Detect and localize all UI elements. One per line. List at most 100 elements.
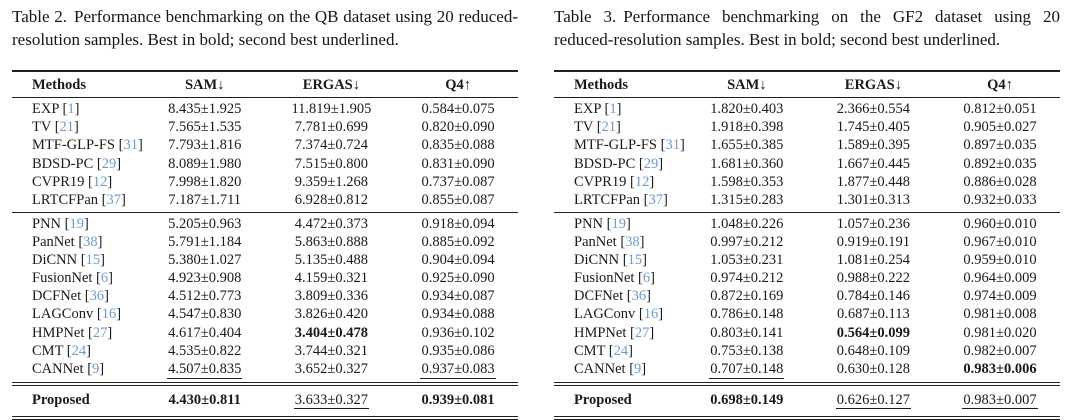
citation-link[interactable]: 19	[69, 215, 84, 232]
header-row: Methods SAM↓ ERGAS↓ Q4↑	[554, 71, 1060, 98]
citation-link[interactable]: 27	[634, 324, 650, 341]
q4-value-cell: 0.835±0.088	[398, 137, 518, 155]
q4-value-cell: 0.812±0.051	[940, 98, 1060, 119]
method-name: EXP	[32, 101, 59, 117]
metric-value: 1.877±0.448	[836, 173, 910, 190]
metric-value: 0.919±0.191	[836, 233, 910, 250]
citation-link[interactable]: 31	[665, 137, 680, 154]
table-row: PNN [19] 5.205±0.963 4.472±0.373 0.918±0.09…	[12, 212, 518, 233]
citation-link[interactable]: 27	[92, 324, 108, 341]
table-row: DiCNN [15] 1.053±0.231 1.081±0.254 0.959±0.…	[554, 251, 1060, 269]
table-row: DCFNet [36] 4.512±0.773 3.809±0.336 0.934±0…	[12, 287, 518, 305]
citation-link[interactable]: 36	[89, 288, 105, 305]
citation-link[interactable]: 15	[85, 251, 101, 268]
citation-link[interactable]: 31	[123, 137, 138, 154]
method-cell: CVPR19 [12]	[32, 173, 113, 190]
table-row: TV [21] 7.565±1.535 7.781±0.699 0.820±0.090	[12, 118, 518, 136]
sam-value-cell: 8.435±1.925	[145, 98, 265, 119]
table-row: PNN [19] 1.048±0.226 1.057±0.236 0.960±0.01…	[554, 212, 1060, 233]
method-cell: CVPR19 [12]	[574, 173, 655, 190]
metric-value: 4.617±0.404	[168, 324, 242, 341]
method-name: FusionNet	[574, 270, 635, 287]
citation-link[interactable]: 1	[67, 101, 75, 117]
citation-link[interactable]: 21	[601, 119, 617, 136]
sam-value-cell: 4.507±0.835	[145, 360, 265, 383]
metric-value: 0.904±0.094	[421, 251, 495, 268]
method-cell: DCFNet [36]	[32, 288, 109, 305]
metric-value: 1.655±0.385	[710, 137, 784, 154]
citation-link[interactable]: 9	[634, 361, 642, 378]
table-row: CMT [24] 0.753±0.138 0.648±0.109 0.982±0.00…	[554, 342, 1060, 360]
benchmark-table: Methods SAM↓ ERGAS↓ Q4↑ EXP [1] 1.820±0.403 2.…	[554, 70, 1060, 420]
caption-text: Performance benchmarking on the QB datas…	[12, 7, 518, 49]
sam-value-cell: 1.598±0.353	[687, 173, 807, 191]
q4-value-cell: 0.937±0.083	[398, 360, 518, 383]
method-name: MTF-GLP-FS	[574, 137, 657, 154]
column-header-ergas: ERGAS↓	[302, 77, 360, 93]
metric-value: 0.564±0.099	[836, 324, 910, 341]
sam-value-cell: 4.617±0.404	[145, 324, 265, 342]
citation-link[interactable]: 21	[59, 119, 75, 136]
metric-value: 0.885±0.092	[421, 233, 495, 250]
citation-link[interactable]: 38	[83, 233, 98, 250]
table-row: HMPNet [27] 0.803±0.141 0.564±0.099 0.981±0…	[554, 324, 1060, 342]
benchmark-table: Methods SAM↓ ERGAS↓ Q4↑ EXP [1] 8.435±1.925 11…	[12, 70, 518, 420]
citation-link[interactable]: 38	[625, 233, 640, 250]
method-cell: DiCNN [15]	[574, 251, 647, 268]
citation-link[interactable]: 12	[634, 173, 650, 190]
metric-value: 5.205±0.963	[168, 215, 242, 232]
metric-value: 1.057±0.236	[836, 215, 910, 232]
citation-link[interactable]: 24	[613, 342, 629, 359]
method-name: DCFNet	[32, 288, 82, 305]
citation-link[interactable]: 29	[643, 155, 659, 172]
sam-value-cell: 5.380±1.027	[145, 251, 265, 269]
sam-value-cell: 4.535±0.822	[145, 342, 265, 360]
method-name: FusionNet	[32, 270, 93, 287]
sam-value-cell: 0.974±0.212	[687, 269, 807, 287]
table-row: CVPR19 [12] 1.598±0.353 1.877±0.448 0.886±0…	[554, 173, 1060, 191]
sam-value-cell: 1.048±0.226	[687, 212, 807, 233]
ergas-value-cell: 7.374±0.724	[265, 137, 399, 155]
sam-value-cell: 1.820±0.403	[687, 98, 807, 119]
citation-link[interactable]: 15	[627, 251, 643, 268]
citation-link[interactable]: 29	[101, 155, 117, 172]
method-cell: CANNet [9]	[32, 361, 105, 378]
method-name: CVPR19	[32, 173, 85, 190]
citation-link[interactable]: 9	[92, 361, 100, 378]
metric-value: 0.812±0.051	[963, 101, 1037, 117]
method-cell: FusionNet [6]	[574, 270, 655, 287]
citation-link[interactable]: 16	[643, 306, 659, 323]
table-row: HMPNet [27] 4.617±0.404 3.404±0.478 0.936±0…	[12, 324, 518, 342]
citation-link[interactable]: 1	[609, 101, 617, 117]
citation-link[interactable]: 12	[92, 173, 108, 190]
q4-value-cell: 0.959±0.010	[940, 251, 1060, 269]
citation-link[interactable]: 16	[101, 306, 117, 323]
method-cell: TV [21]	[32, 119, 79, 136]
metric-value: 1.598±0.353	[710, 173, 784, 190]
table-row: DCFNet [36] 0.872±0.169 0.784±0.146 0.974±0…	[554, 287, 1060, 305]
ergas-value-cell: 1.877±0.448	[807, 173, 940, 191]
metric-value: 0.886±0.028	[963, 173, 1037, 190]
citation-link[interactable]: 24	[71, 342, 87, 359]
citation-link[interactable]: 37	[648, 191, 663, 208]
method-name: PanNet	[32, 233, 75, 250]
method-cell: EXP [1]	[574, 101, 622, 117]
citation-link[interactable]: 6	[642, 270, 651, 287]
metric-value: 0.997±0.212	[710, 233, 784, 250]
metric-value: 0.831±0.090	[421, 155, 495, 172]
citation-link[interactable]: 37	[106, 191, 121, 208]
metric-value: 0.936±0.102	[421, 324, 495, 341]
table-row: EXP [1] 8.435±1.925 11.819±1.905 0.584±0.07…	[12, 98, 518, 119]
sam-value-cell: 8.089±1.980	[145, 155, 265, 173]
citation-link[interactable]: 19	[611, 215, 626, 232]
method-cell: LRTCFPan [37]	[32, 191, 126, 208]
citation-link[interactable]: 36	[631, 288, 647, 305]
method-cell: BDSD-PC [29]	[32, 155, 122, 172]
citation-link[interactable]: 6	[100, 270, 109, 287]
sam-value-cell: 4.547±0.830	[145, 306, 265, 324]
proposed-group: Proposed 0.698±0.149 0.626±0.127 0.983±0.00…	[554, 383, 1060, 419]
metric-value: 3.826±0.420	[294, 306, 368, 323]
metric-value: 1.301±0.313	[836, 191, 910, 208]
ergas-value-cell: 0.648±0.109	[807, 342, 940, 360]
ergas-value-cell: 1.057±0.236	[807, 212, 940, 233]
